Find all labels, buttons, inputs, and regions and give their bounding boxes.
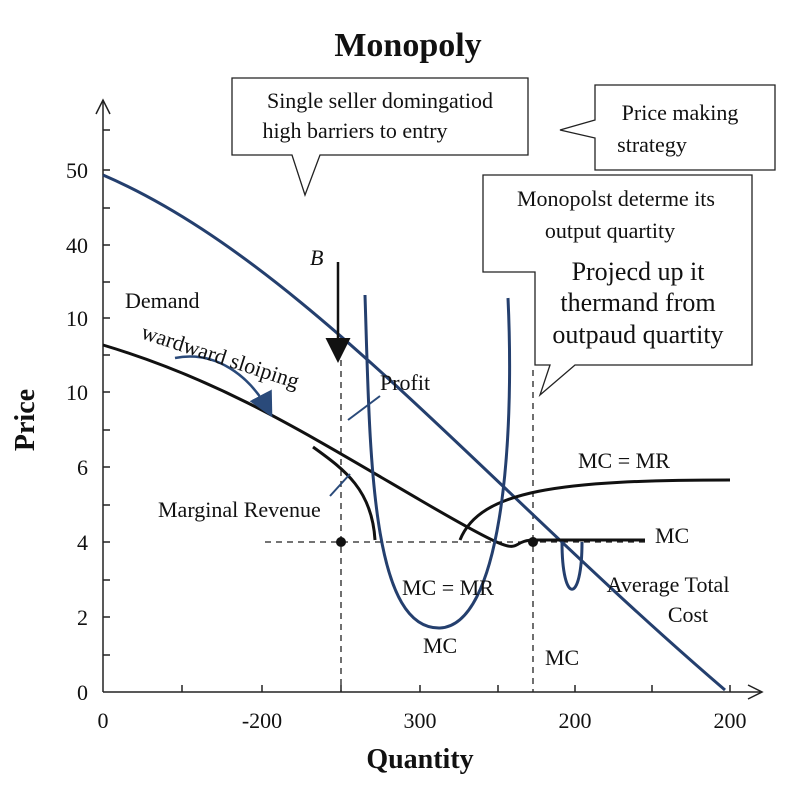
x-tick-label: 300 bbox=[404, 708, 437, 733]
point bbox=[528, 537, 538, 547]
x-tick-label: 200 bbox=[559, 708, 592, 733]
marginal-revenue-curve bbox=[102, 343, 645, 548]
callout bbox=[231, 77, 529, 197]
y-tick-label: 2 bbox=[77, 605, 88, 630]
x-tick-label: -200 bbox=[242, 708, 282, 733]
callout-text: output quartity bbox=[545, 218, 675, 243]
atc-curve bbox=[560, 541, 584, 591]
callout bbox=[559, 84, 776, 171]
label: Marginal Revenue bbox=[158, 497, 321, 522]
leader bbox=[329, 473, 351, 497]
label: MC bbox=[545, 645, 579, 670]
x-arrow bbox=[747, 684, 764, 700]
label: Demand bbox=[125, 288, 200, 313]
y-tick-label: 40 bbox=[66, 233, 88, 258]
mc-curve bbox=[458, 478, 731, 541]
callout-text: Price making bbox=[622, 100, 739, 125]
point bbox=[336, 537, 346, 547]
label: Profit bbox=[380, 370, 430, 395]
label: Cost bbox=[668, 602, 708, 627]
callout-text: thermand from bbox=[560, 288, 715, 317]
title: Monopoly bbox=[334, 27, 481, 64]
y-tick-label: 10 bbox=[66, 380, 88, 405]
y-tick-label: 0 bbox=[77, 680, 88, 705]
callout-text: Projecd up it bbox=[572, 257, 706, 286]
leader bbox=[347, 395, 381, 421]
y-tick-label: 50 bbox=[66, 158, 88, 183]
x-tick-label: 200 bbox=[714, 708, 747, 733]
label: MC bbox=[423, 633, 457, 658]
y-tick-label: 6 bbox=[77, 455, 88, 480]
callout-text: Single seller domingatiod bbox=[267, 88, 493, 113]
callout-text: high barriers to entry bbox=[262, 118, 447, 143]
y-arrow bbox=[95, 98, 111, 115]
y-tick-label: 4 bbox=[77, 530, 88, 555]
u-curve bbox=[363, 294, 512, 630]
tick-marks bbox=[103, 129, 731, 692]
callout bbox=[482, 174, 753, 398]
demand-curve bbox=[102, 173, 726, 692]
label: B bbox=[310, 245, 323, 270]
mr-segment bbox=[312, 445, 377, 541]
callout-text: strategy bbox=[617, 132, 687, 157]
guides bbox=[265, 360, 645, 692]
x-tick-label: 0 bbox=[98, 708, 109, 733]
x-axis-label: Quantity bbox=[366, 744, 473, 775]
label: MC = MR bbox=[578, 448, 670, 473]
arrow bbox=[174, 355, 273, 418]
callout-text: Monopolst determe its bbox=[517, 186, 715, 211]
y-tick-label: 10 bbox=[66, 306, 88, 331]
label: wardward sloiping bbox=[138, 319, 302, 394]
label: MC = MR bbox=[402, 575, 494, 600]
label: MC bbox=[655, 523, 689, 548]
y-axis-label: Price bbox=[10, 389, 41, 451]
label: Average Total bbox=[607, 572, 730, 597]
callout-text: outpaud quartity bbox=[552, 320, 723, 349]
